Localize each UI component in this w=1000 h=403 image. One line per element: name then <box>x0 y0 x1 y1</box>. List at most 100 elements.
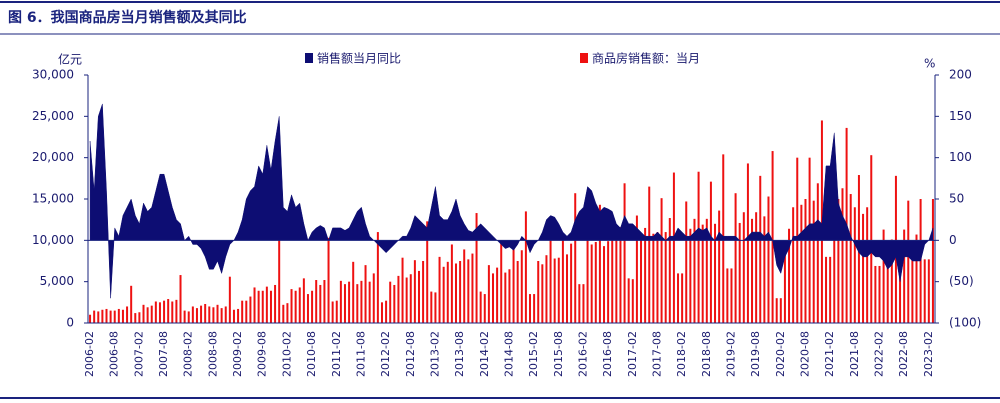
x-tick-label: 2006-08 <box>108 331 121 377</box>
y2-tick-label: 0 <box>949 233 957 247</box>
bar <box>348 281 351 323</box>
bar <box>401 257 404 323</box>
bar <box>413 260 416 323</box>
bar <box>323 280 326 323</box>
bar <box>516 261 519 323</box>
bar <box>738 222 741 323</box>
bar <box>175 299 178 323</box>
bar <box>508 269 511 323</box>
y-tick-label: 20,000 <box>32 150 74 164</box>
bar <box>812 200 815 323</box>
bar <box>496 267 499 323</box>
bar <box>561 240 564 323</box>
bar <box>771 151 774 323</box>
legend-label: 商品房销售额：当月 <box>592 51 700 66</box>
bar <box>93 310 96 323</box>
bar <box>545 255 548 323</box>
bar <box>911 251 914 323</box>
x-tick-label: 2019-02 <box>724 331 737 377</box>
bar <box>352 261 355 323</box>
bar <box>529 294 532 323</box>
bar <box>923 259 926 323</box>
bar <box>109 310 112 323</box>
y2-tick-label: 100 <box>949 150 972 164</box>
x-tick-label: 2007-08 <box>157 331 170 377</box>
bar <box>417 270 420 323</box>
bar <box>487 265 490 323</box>
bar <box>286 303 289 323</box>
x-tick-label: 2012-08 <box>404 331 417 377</box>
bar <box>825 256 828 323</box>
x-tick-label: 2010-02 <box>280 331 293 377</box>
x-tick-label: 2017-08 <box>650 331 663 377</box>
bar <box>668 218 671 323</box>
bar <box>319 284 322 323</box>
x-tick-label: 2021-08 <box>848 331 861 377</box>
bar <box>841 188 844 323</box>
x-tick-label: 2020-02 <box>774 331 787 377</box>
bar <box>454 263 457 323</box>
bar <box>553 258 556 323</box>
bar <box>463 249 466 323</box>
bar <box>899 247 902 323</box>
bar <box>191 306 194 323</box>
y2-tick-label: 150 <box>949 109 972 123</box>
bar <box>730 268 733 323</box>
bar <box>849 194 852 323</box>
bar <box>693 218 696 323</box>
bar <box>430 291 433 323</box>
bar <box>640 233 643 323</box>
bar <box>734 193 737 323</box>
bar <box>751 218 754 323</box>
bar <box>269 290 272 323</box>
bar <box>282 304 285 323</box>
bar <box>475 213 478 323</box>
bar <box>393 284 396 323</box>
legend-label: 销售额当月同比 <box>317 51 401 66</box>
bar <box>726 268 729 323</box>
area <box>89 103 934 299</box>
bar <box>327 237 330 323</box>
x-tick-label: 2017-02 <box>626 331 639 377</box>
bar <box>574 193 577 323</box>
bar <box>183 310 186 323</box>
bar <box>130 285 133 323</box>
bar <box>187 311 190 323</box>
bar <box>685 201 688 323</box>
bar <box>783 242 786 323</box>
bar <box>656 232 659 323</box>
x-tick-label: 2018-02 <box>675 331 688 377</box>
bar <box>779 298 782 323</box>
bar <box>241 300 244 323</box>
bar <box>171 301 174 323</box>
bar <box>290 289 293 323</box>
bar <box>504 272 507 323</box>
bar <box>274 284 277 323</box>
x-tick-label: 2020-08 <box>798 331 811 377</box>
x-tick-label: 2018-08 <box>700 331 713 377</box>
bar <box>232 309 235 323</box>
bar <box>195 308 198 323</box>
x-tick-label: 2016-02 <box>576 331 589 377</box>
bar <box>253 287 256 323</box>
bar <box>117 308 120 323</box>
x-tick-label: 2008-02 <box>182 331 195 377</box>
legend-swatch <box>305 53 313 63</box>
bar <box>603 246 606 323</box>
bar <box>664 232 667 323</box>
bar <box>483 294 486 323</box>
bar <box>146 307 149 323</box>
bar <box>372 273 375 323</box>
bar <box>837 199 840 323</box>
x-tick-label: 2015-02 <box>527 331 540 377</box>
bar <box>681 273 684 323</box>
bar <box>631 279 634 323</box>
bar <box>249 296 252 323</box>
bar <box>623 183 626 323</box>
bar <box>315 280 318 323</box>
bar <box>376 232 379 323</box>
bar <box>154 301 157 323</box>
bar <box>611 213 614 323</box>
bar <box>208 306 211 323</box>
